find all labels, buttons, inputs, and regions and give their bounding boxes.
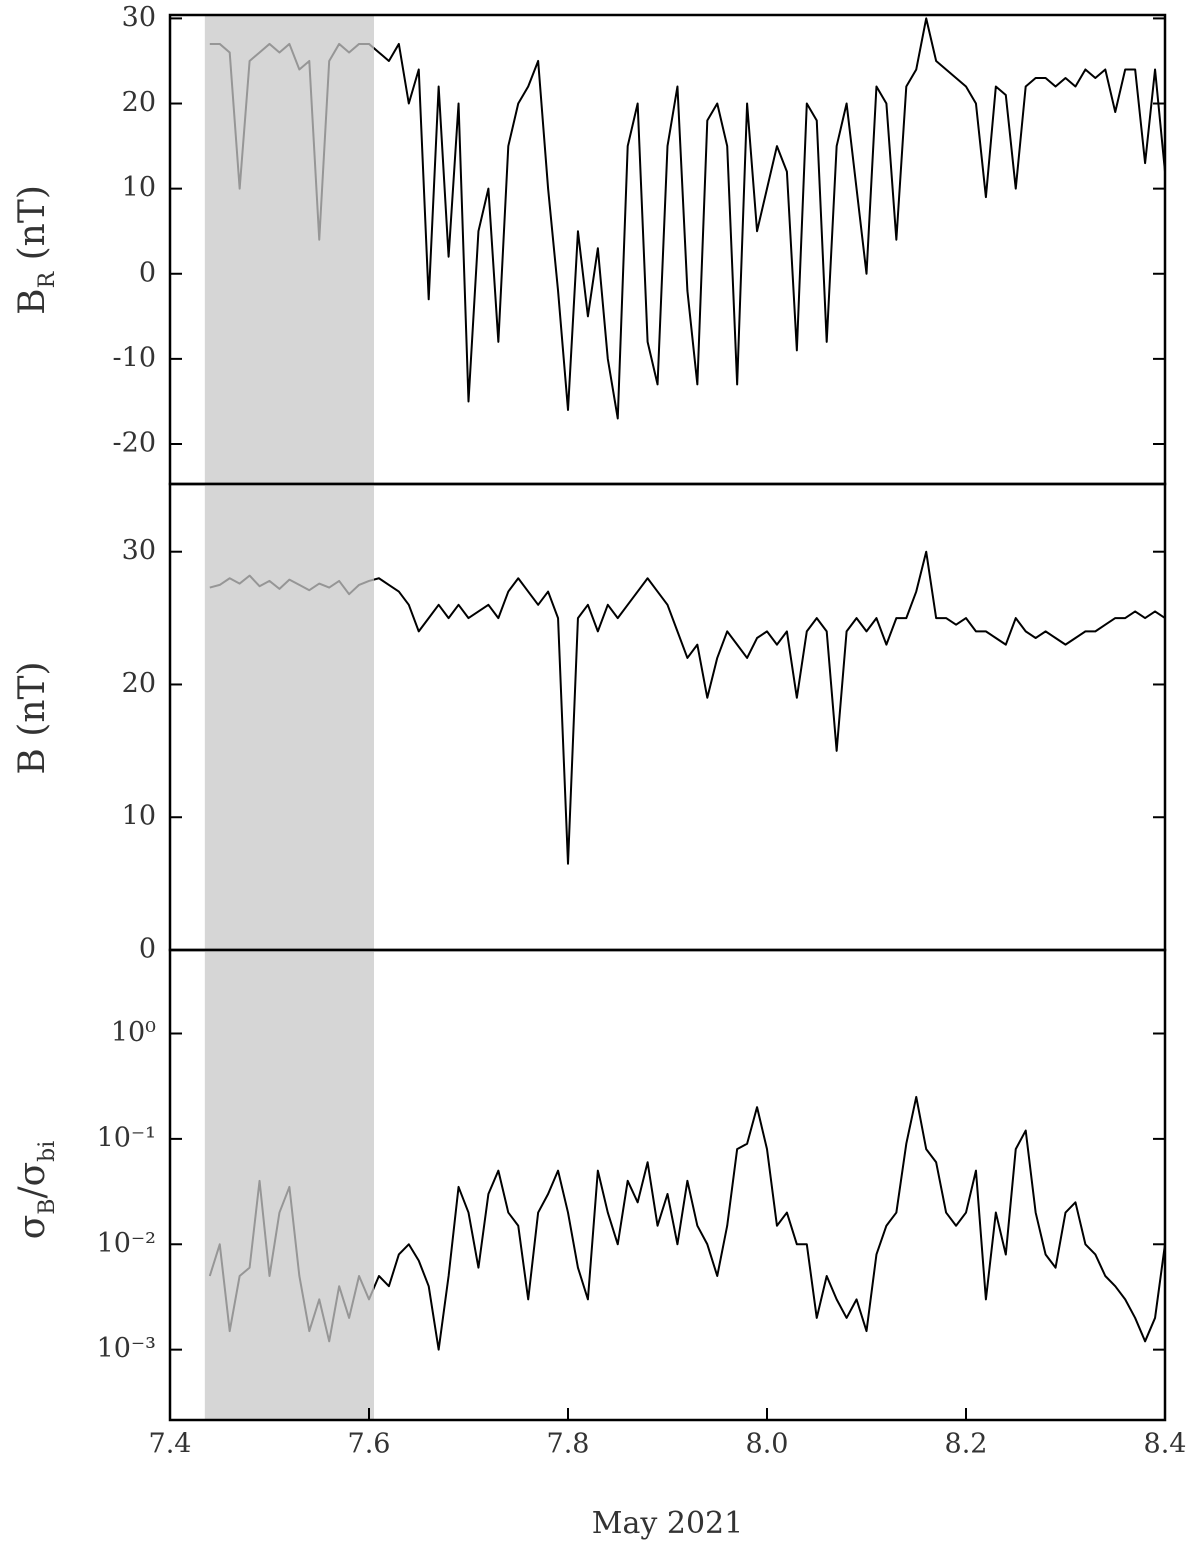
y-axis-label-part: R <box>35 270 60 288</box>
y-tick-label: 10 <box>122 801 156 832</box>
y-tick-label: 10⁻² <box>97 1228 156 1259</box>
y-tick-label: 20 <box>122 87 156 118</box>
y-axis-label-part: B <box>35 1199 60 1215</box>
y-tick-label: 20 <box>122 668 156 699</box>
y-axis-label: σB/σbi <box>12 1141 60 1240</box>
y-tick-label: 10⁻¹ <box>97 1122 156 1153</box>
y-tick-label: 30 <box>122 535 156 566</box>
y-axis-label-part: bi <box>35 1141 60 1162</box>
y-axis-label-part: (nT) <box>12 185 53 272</box>
x-tick-label: 7.4 <box>149 1429 192 1460</box>
y-tick-label: 30 <box>122 2 156 33</box>
y-axis-label-part: B <box>12 288 53 314</box>
x-tick-label: 7.8 <box>547 1429 590 1460</box>
y-axis-label-part: /σ <box>12 1162 53 1199</box>
y-axis-label: B (nT) <box>12 661 53 774</box>
shaded-span <box>204 950 374 1420</box>
y-tick-label: 10⁻³ <box>97 1333 156 1364</box>
y-tick-label: -20 <box>113 427 156 458</box>
shaded-span <box>204 484 374 950</box>
plot-frame <box>168 948 1167 1422</box>
x-tick-label: 8.0 <box>746 1429 789 1460</box>
y-tick-label: 10⁰ <box>111 1017 156 1048</box>
y-tick-label: 0 <box>139 934 156 965</box>
y-axis-label-part: B (nT) <box>12 661 53 774</box>
y-tick-label: 0 <box>139 257 156 288</box>
x-tick-label: 8.2 <box>945 1429 988 1460</box>
x-tick-label: 8.4 <box>1144 1429 1187 1460</box>
y-tick-label: 10 <box>122 172 156 203</box>
y-axis-label-part: σ <box>12 1215 53 1240</box>
shaded-span <box>204 15 374 484</box>
x-tick-label: 7.6 <box>348 1429 391 1460</box>
y-tick-label: -10 <box>113 342 156 373</box>
y-axis-label: BR (nT) <box>12 185 60 315</box>
x-axis-label: May 2021 <box>592 1506 743 1541</box>
